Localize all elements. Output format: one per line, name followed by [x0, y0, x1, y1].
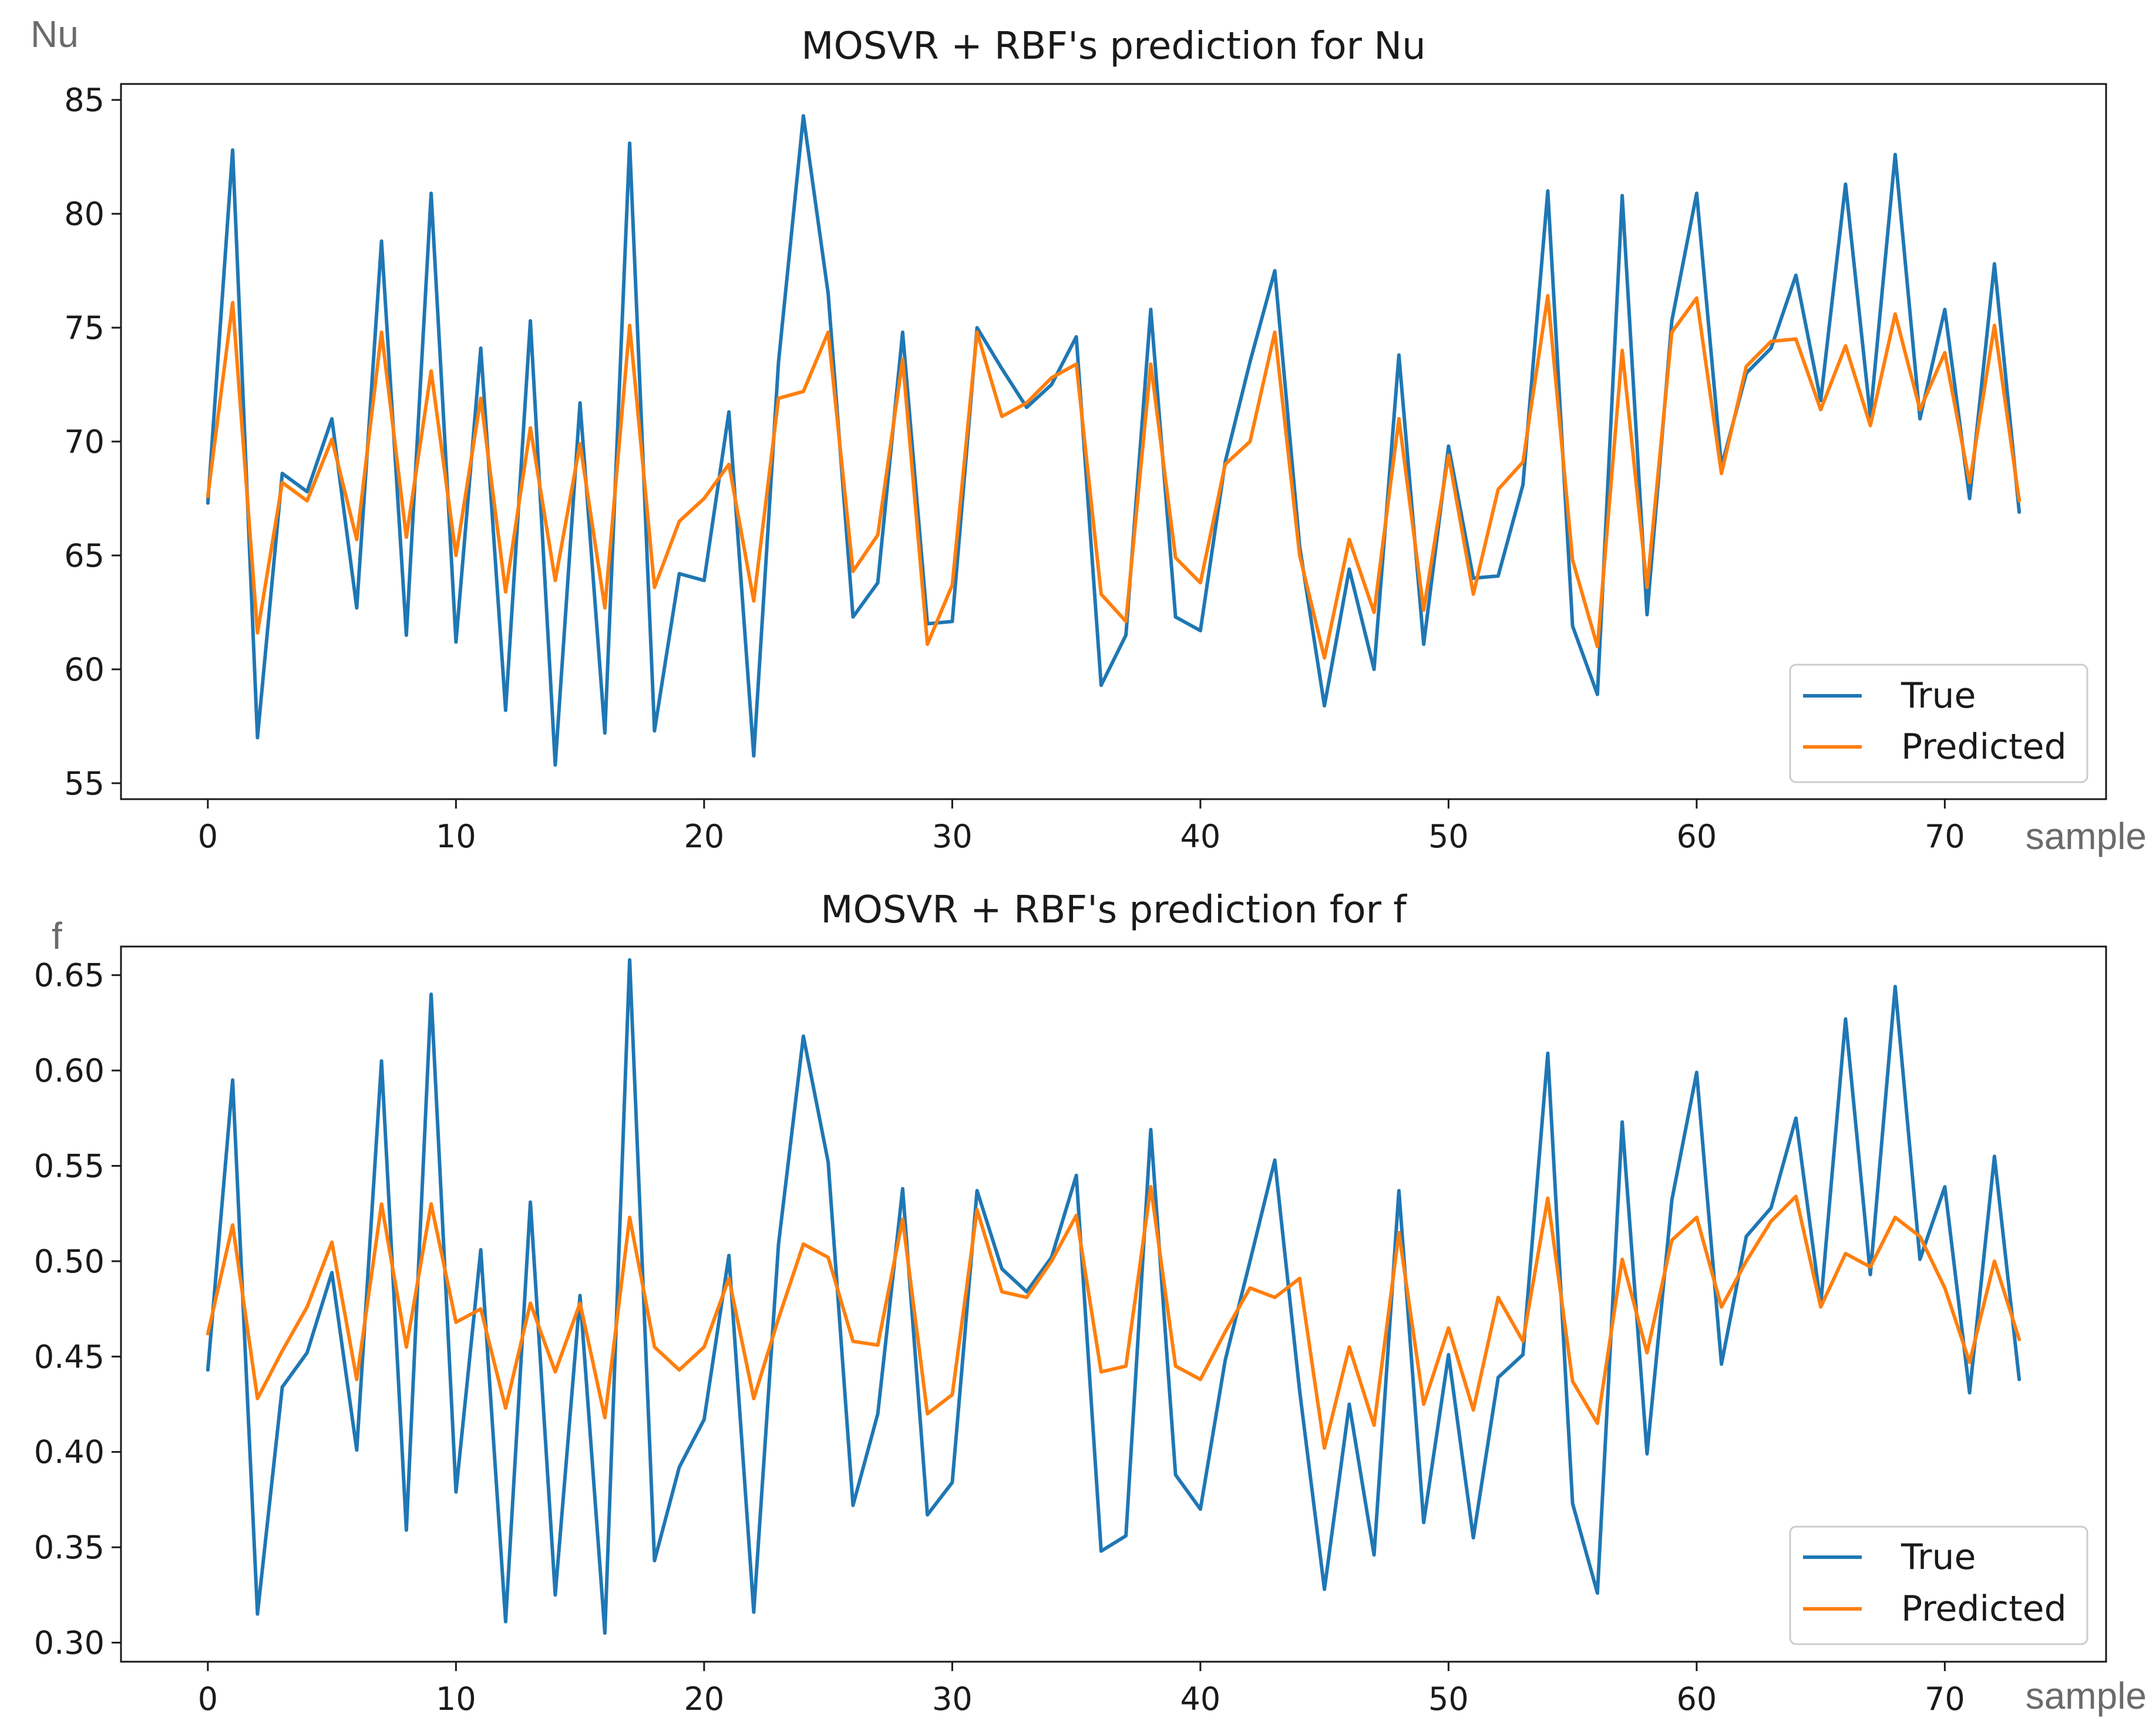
- f-y-tick-label: 0.60: [34, 1052, 105, 1089]
- nu-axis-ticks: 0 10 20 30 40 50 60 70 55 60 65 70 75 80 85: [64, 82, 1965, 855]
- nu-chart: MOSVR + RBF's prediction for Nu Nu sampl…: [31, 13, 2147, 857]
- nu-y-axis-label: Nu: [31, 13, 79, 55]
- f-series-true-line: [206, 958, 2022, 1635]
- f-series-predicted-line: [206, 1185, 2022, 1450]
- f-y-tick-label: 0.55: [34, 1148, 105, 1185]
- f-x-tick-label: 10: [436, 1681, 476, 1717]
- f-x-tick-label: 20: [684, 1681, 725, 1717]
- nu-x-axis-label: sample: [2026, 815, 2147, 857]
- nu-chart-title: MOSVR + RBF's prediction for Nu: [801, 25, 1425, 68]
- nu-y-tick-label: 85: [64, 82, 105, 119]
- nu-x-tick-label: 50: [1428, 818, 1469, 855]
- f-legend-label-true: True: [1901, 1537, 1976, 1578]
- f-x-tick-label: 70: [1925, 1681, 1965, 1717]
- nu-y-tick-label: 70: [64, 423, 105, 460]
- f-x-tick-label: 30: [932, 1681, 973, 1717]
- nu-y-tick-label: 75: [64, 309, 105, 346]
- f-plot-frame: [120, 945, 2107, 1663]
- nu-x-tick-label: 0: [198, 818, 218, 855]
- nu-legend: True Predicted: [1789, 664, 2088, 783]
- nu-y-tick-label: 80: [64, 196, 105, 233]
- f-y-tick-label: 0.65: [34, 957, 105, 994]
- f-axis-ticks: 0 10 20 30 40 50 60 70 0.30 0.35 0.40 0.45 0.50 0.55 0…: [34, 957, 1965, 1717]
- f-legend-label-predicted: Predicted: [1901, 1588, 2067, 1629]
- f-x-tick-label: 50: [1428, 1681, 1469, 1717]
- f-legend: True Predicted: [1789, 1525, 2088, 1645]
- f-x-tick-label: 60: [1677, 1681, 1717, 1717]
- nu-y-tick-label: 55: [64, 765, 105, 802]
- f-series-lines: [206, 958, 2022, 1635]
- f-y-tick-label: 0.30: [34, 1625, 105, 1662]
- nu-y-tick-label: 65: [64, 537, 105, 574]
- nu-series-predicted-line: [206, 294, 2022, 660]
- f-y-tick-label: 0.35: [34, 1529, 105, 1566]
- nu-y-tick-label: 60: [64, 651, 105, 688]
- nu-series-lines: [206, 114, 2022, 767]
- nu-series-true-line: [206, 114, 2022, 767]
- f-y-tick-label: 0.50: [34, 1243, 105, 1280]
- nu-legend-label-true: True: [1901, 675, 1976, 716]
- f-x-tick-label: 0: [198, 1681, 218, 1717]
- f-y-tick-label: 0.40: [34, 1434, 105, 1471]
- nu-plot-frame: [120, 83, 2107, 800]
- nu-legend-box: [1789, 664, 2088, 783]
- nu-x-tick-label: 40: [1180, 818, 1221, 855]
- f-x-tick-label: 40: [1180, 1681, 1221, 1717]
- f-chart: MOSVR + RBF's prediction for f f sample …: [34, 888, 2147, 1717]
- nu-x-tick-label: 30: [932, 818, 973, 855]
- f-x-axis-label: sample: [2026, 1675, 2147, 1717]
- f-legend-box: [1789, 1525, 2088, 1645]
- nu-x-tick-label: 70: [1925, 818, 1965, 855]
- nu-legend-label-predicted: Predicted: [1901, 726, 2067, 767]
- nu-x-tick-label: 20: [684, 818, 725, 855]
- f-y-tick-label: 0.45: [34, 1338, 105, 1375]
- f-chart-title: MOSVR + RBF's prediction for f: [820, 888, 1407, 932]
- nu-x-tick-label: 60: [1677, 818, 1717, 855]
- f-y-axis-label: f: [52, 915, 62, 957]
- nu-x-tick-label: 10: [436, 818, 476, 855]
